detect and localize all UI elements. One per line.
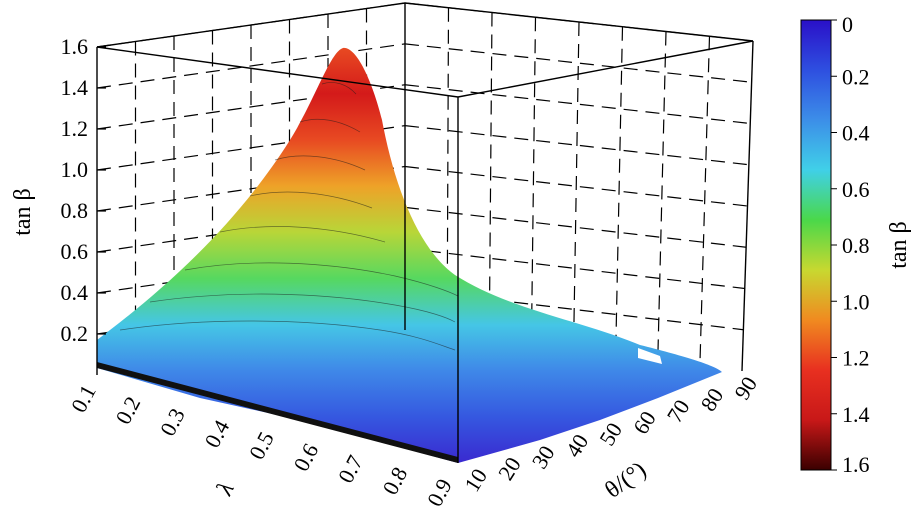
left-grid-hline <box>96 84 406 130</box>
surface-contour <box>274 155 366 171</box>
surface-contour <box>219 226 386 243</box>
lambda-tick-label: 0.4 <box>199 416 234 452</box>
surface-contour <box>184 262 459 297</box>
back-grid-hline <box>404 84 751 125</box>
surface-contour <box>149 293 456 323</box>
z-tick-label: 0.8 <box>61 198 89 223</box>
colorbar-tick-label: 1.2 <box>842 346 870 371</box>
back-grid-hline <box>404 125 749 166</box>
theta-tick-label: 80 <box>695 384 728 416</box>
back-grid-vline <box>572 21 580 351</box>
z-tick-label: 0.4 <box>61 280 89 305</box>
lambda-tick-label: 0.1 <box>66 380 101 416</box>
z-tick-label: 1.2 <box>61 116 89 141</box>
z-tick-label: 1.0 <box>61 157 89 182</box>
frame-edge <box>404 2 754 42</box>
lambda-tick-label: 0.3 <box>155 404 190 440</box>
surface-underside <box>97 362 458 463</box>
back-grid-hline <box>404 165 748 207</box>
theta-tick-label: 30 <box>527 441 560 473</box>
z-axis-title: tan β <box>10 188 36 236</box>
theta-tick-label: 60 <box>628 407 661 439</box>
colorbar-tick-label: 0.8 <box>842 233 870 258</box>
frame-edge <box>457 40 754 98</box>
frame-edge <box>741 40 754 372</box>
theta-tick-label: 20 <box>493 453 526 485</box>
lambda-tick-label: 0.8 <box>377 463 412 499</box>
z-tick-label: 0.6 <box>61 239 89 264</box>
lambda-tick-label: 0.7 <box>333 451 368 487</box>
colorbar-ticks: 0 0.2 0.4 0.6 0.8 1.0 1.2 1.4 1.6 <box>831 12 870 477</box>
surface-fill <box>97 47 722 463</box>
surface-contour <box>321 82 357 95</box>
back-grid-vline <box>657 31 667 361</box>
colorbar-tick-label: 1.0 <box>842 289 870 314</box>
frame-edge <box>96 2 406 48</box>
z-tick-label: 0.2 <box>61 321 89 346</box>
theta-tick-label: 70 <box>662 395 695 427</box>
theta-tick-label: 50 <box>594 418 627 450</box>
colorbar-tick-label: 0.2 <box>842 64 870 89</box>
z-tick-label: 1.6 <box>61 34 89 59</box>
back-grid-vline <box>488 12 493 341</box>
back-grid-vline <box>699 36 711 366</box>
back-grid-hline <box>404 43 752 83</box>
back-grid-vline <box>615 26 624 356</box>
colorbar-tick-label: 1.6 <box>842 452 870 477</box>
z-axis-ticks: 0.2 0.4 0.6 0.8 1.0 1.2 1.4 1.6 <box>61 34 106 346</box>
frame-edge <box>96 46 459 98</box>
colorbar-tick-label: 0.6 <box>842 177 870 202</box>
back-grid-hline <box>404 247 745 290</box>
surface-contour <box>249 191 373 209</box>
lambda-tick-label: 0.6 <box>288 439 323 475</box>
y-axis-title: θ/(°) <box>601 457 652 504</box>
colorbar <box>800 19 832 471</box>
theta-tick-label: 10 <box>459 464 492 496</box>
back-grid-vline <box>530 17 537 346</box>
x-axis-title: λ <box>211 479 239 501</box>
surface-notch <box>638 348 662 364</box>
lambda-tick-label: 0.9 <box>422 474 457 510</box>
left-grid-hline <box>96 43 406 89</box>
lambda-tick-label: 0.2 <box>110 392 145 428</box>
surface-contour <box>299 118 361 133</box>
theta-tick-label: 90 <box>729 372 762 404</box>
colorbar-tick-label: 1.4 <box>842 402 870 427</box>
back-grid-hline <box>404 206 747 248</box>
surface-plot <box>97 47 722 463</box>
colorbar-title: tan β <box>886 221 912 269</box>
surface-contour <box>119 320 456 351</box>
z-tick-label: 1.4 <box>61 75 89 100</box>
colorbar-tick-label: 0 <box>842 12 853 37</box>
colorbar-tick-label: 0.4 <box>842 121 870 146</box>
lambda-tick-label: 0.5 <box>244 427 279 463</box>
theta-tick-label: 40 <box>560 430 593 462</box>
